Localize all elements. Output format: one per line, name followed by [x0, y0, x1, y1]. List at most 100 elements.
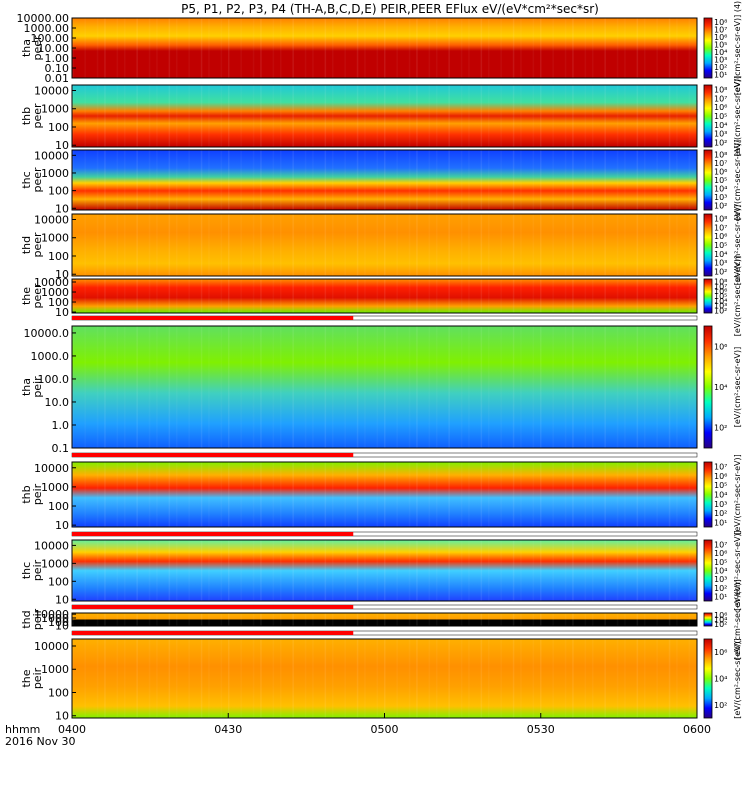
spectrogram-heatmap: [72, 18, 697, 78]
spectrogram-texture: [304, 150, 307, 210]
spectrogram-texture: [520, 613, 522, 626]
spectrogram-texture: [616, 279, 619, 313]
spectrogram-texture: [572, 150, 574, 210]
spectrogram-texture: [272, 613, 275, 626]
y-tick-label: 100: [48, 500, 69, 513]
spectrogram-texture: [188, 279, 190, 313]
spectrogram-texture: [252, 18, 255, 78]
spectrogram-texture: [156, 540, 158, 601]
spectrogram-texture: [604, 279, 606, 313]
spectrogram-texture: [604, 85, 606, 147]
colorbar-tick-label: 10⁶: [714, 342, 727, 351]
spectrogram-texture: [656, 462, 658, 527]
colorbar-tick-label: 10³: [714, 500, 727, 509]
spectrogram-texture: [96, 326, 99, 448]
spectrogram-texture: [220, 214, 223, 276]
y-tick-label: 1000: [41, 481, 69, 494]
colorbar-tick-label: 10⁷: [714, 540, 727, 549]
spectrogram-texture: [332, 326, 334, 448]
spectrogram-texture: [292, 18, 294, 78]
spectrogram-texture: [324, 214, 327, 276]
spectrogram-texture: [624, 613, 626, 626]
spectrogram-texture: [376, 214, 379, 276]
panel-frame: [71, 213, 698, 277]
spectrogram-texture: [228, 540, 230, 601]
spectrogram-texture: [592, 462, 594, 527]
spectrogram-texture: [592, 540, 594, 601]
spectrogram-texture: [156, 462, 158, 527]
y-tick-label: 1000: [41, 232, 69, 245]
spectrogram-texture: [540, 639, 542, 718]
spectrogram-texture: [676, 214, 678, 276]
colorbar: [703, 461, 713, 528]
colorbar: [703, 612, 713, 627]
spectrogram-texture: [168, 326, 171, 448]
spectrogram-texture: [564, 613, 567, 626]
spectrogram-texture: [136, 18, 138, 78]
spectrogram-texture: [356, 462, 359, 527]
spectrogram-texture: [188, 462, 190, 527]
y-axis-label: peer: [31, 35, 44, 61]
spectrogram-texture: [592, 639, 594, 718]
spectrogram-texture: [228, 613, 230, 626]
spectrogram-texture: [260, 150, 262, 210]
spectrogram-texture: [188, 150, 190, 210]
spectrogram-texture: [448, 18, 450, 78]
colorbar-tick-label: 10⁷: [714, 159, 727, 168]
spectrogram-texture: [436, 540, 438, 601]
spectrogram-texture: [312, 18, 314, 78]
spectrogram-texture: [436, 326, 438, 448]
spectrogram-texture: [468, 639, 470, 718]
y-tick-label: 1000.00: [24, 22, 70, 35]
spectrogram-texture: [156, 214, 158, 276]
status-bar-fill: [72, 631, 354, 635]
spectrogram-texture: [84, 326, 86, 448]
spectrogram-texture: [240, 214, 242, 276]
spectrogram-texture: [84, 214, 86, 276]
spectrogram-texture: [148, 540, 151, 601]
spectrogram-texture: [208, 613, 210, 626]
y-tick-label: 100: [48, 686, 69, 699]
spectrogram-texture: [96, 639, 99, 718]
spectrogram-texture: [72, 150, 74, 210]
panel-thb-peer: 10000100010010thbpeer10⁸10⁷10⁶10⁵10⁴10³1…: [20, 76, 742, 156]
spectrogram-texture: [604, 214, 606, 276]
spectrogram-texture: [396, 214, 398, 276]
spectrogram-heatmap: [72, 639, 697, 718]
spectrogram-texture: [488, 639, 490, 718]
colorbar-tick-label: 10³: [714, 259, 727, 268]
spectrogram-texture: [156, 150, 158, 210]
spectrogram-texture: [116, 639, 119, 718]
spectrogram-texture: [104, 462, 106, 527]
colorbar-tick-label: 10⁴: [714, 297, 727, 306]
y-tick-label: 0.1: [52, 442, 70, 455]
spectrogram-texture: [416, 85, 418, 147]
spectrogram-texture: [220, 85, 223, 147]
spectrogram-texture: [104, 214, 106, 276]
spectrogram-texture: [488, 462, 490, 527]
spectrogram-texture: [584, 18, 587, 78]
spectrogram-texture: [364, 326, 366, 448]
colorbar: [703, 325, 713, 449]
spectrogram-texture: [668, 214, 671, 276]
spectrogram-texture: [540, 85, 542, 147]
spectrogram-texture: [252, 639, 255, 718]
spectrogram-texture: [188, 85, 190, 147]
spectrogram-texture: [84, 85, 86, 147]
spectrogram-texture: [280, 540, 282, 601]
colorbar-tick-label: 10⁵: [714, 40, 727, 49]
spectrogram-texture: [96, 18, 99, 78]
spectrogram-texture: [520, 639, 522, 718]
spectrogram-texture: [480, 150, 483, 210]
spectrogram-texture: [240, 540, 242, 601]
spectrogram-texture: [240, 18, 242, 78]
spectrogram-texture: [540, 613, 542, 626]
spectrogram-texture: [384, 462, 386, 527]
spectrogram-texture: [668, 613, 671, 626]
spectrogram-texture: [512, 613, 515, 626]
spectrogram-texture: [688, 462, 691, 527]
